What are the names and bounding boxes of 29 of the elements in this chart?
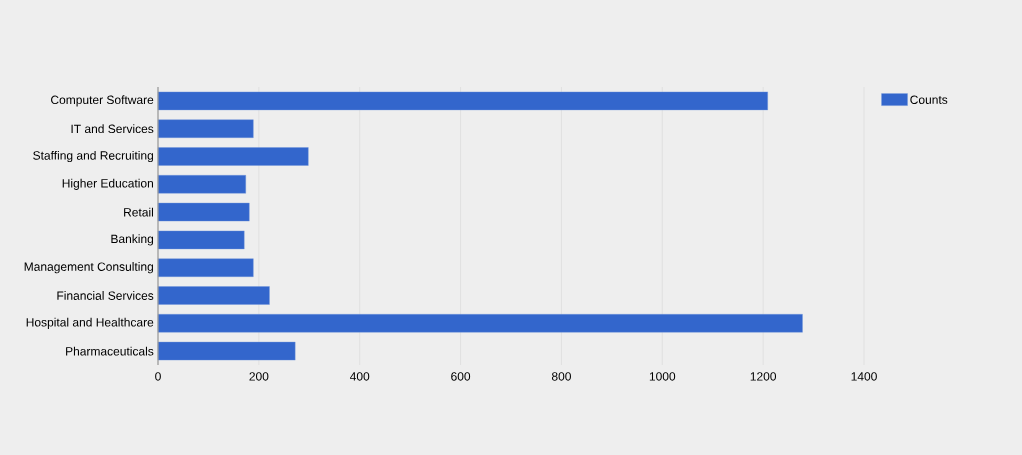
bar bbox=[157, 147, 309, 166]
y-tick-label: Staffing and Recruiting bbox=[33, 150, 153, 163]
x-tick-label: 1400 bbox=[851, 372, 877, 381]
y-tick-label: Computer Software bbox=[51, 95, 154, 107]
x-tick-label: 400 bbox=[349, 372, 370, 381]
y-tick-label: Higher Education bbox=[62, 178, 153, 190]
y-tick-label: IT and Services bbox=[71, 124, 154, 134]
bar bbox=[157, 202, 250, 222]
bar bbox=[157, 230, 245, 250]
x-tick-label: 800 bbox=[551, 372, 571, 381]
bar bbox=[157, 341, 296, 361]
x-tick-label: 600 bbox=[451, 372, 471, 381]
y-tick-label: Hospital and Healthcare bbox=[26, 317, 154, 329]
legend-label: Counts bbox=[910, 95, 948, 104]
bar bbox=[157, 175, 246, 194]
x-tick-label: 1000 bbox=[649, 372, 676, 381]
y-tick-label: Financial Services bbox=[57, 291, 154, 300]
bar bbox=[157, 91, 768, 111]
bar bbox=[157, 286, 270, 305]
y-tick-label: Management Consulting bbox=[24, 262, 153, 274]
bar bbox=[157, 314, 803, 333]
x-tick-label: 0 bbox=[155, 372, 161, 381]
bar bbox=[157, 119, 254, 138]
y-tick-label: Banking bbox=[111, 234, 154, 246]
bar bbox=[157, 258, 254, 277]
y-tick-label: Pharmaceuticals bbox=[66, 346, 154, 356]
y-tick-label: Retail bbox=[124, 207, 153, 217]
x-tick-label: 200 bbox=[249, 372, 269, 381]
x-tick-label: 1200 bbox=[750, 372, 777, 381]
